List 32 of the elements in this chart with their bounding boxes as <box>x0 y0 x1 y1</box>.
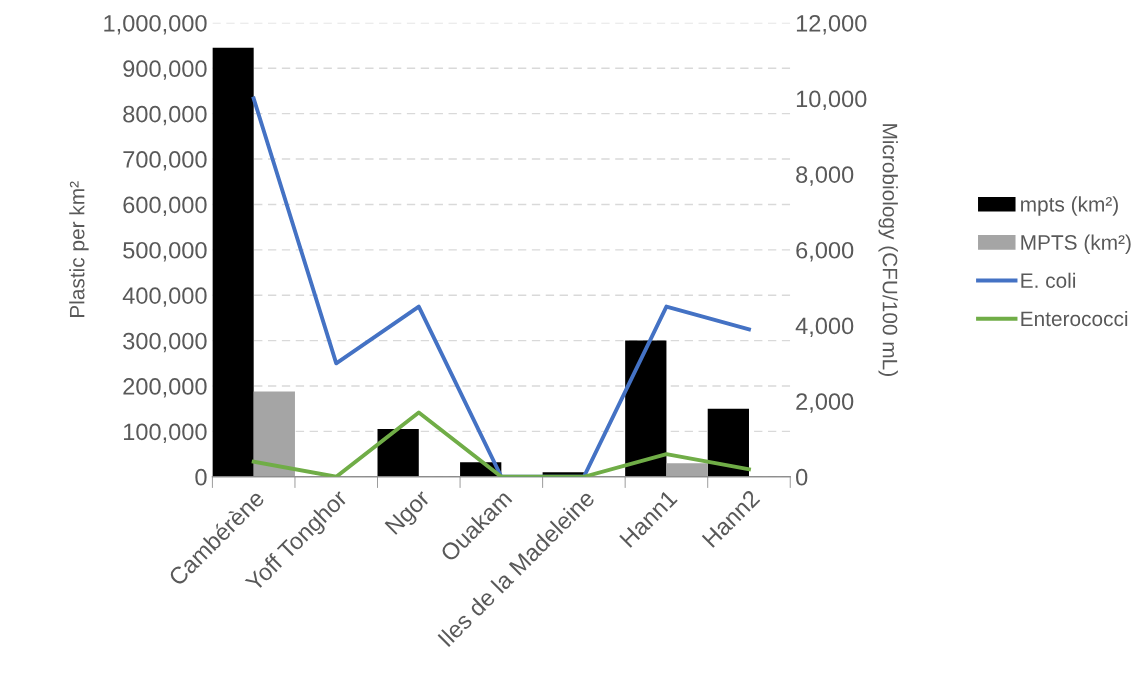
legend-label: MPTS (km²) <box>1021 234 1131 254</box>
y-tick-label: 200,000 <box>123 378 207 398</box>
y-tick-label: 600,000 <box>123 196 207 217</box>
y2-tick-label: 8,000 <box>796 166 854 186</box>
bar <box>625 340 667 477</box>
y-tick-label: 1,000,000 <box>104 14 207 35</box>
y2-tick-label: 4,000 <box>795 317 854 338</box>
y-tick-label: 900,000 <box>123 60 207 80</box>
legend-label: Enterococci <box>1021 310 1128 327</box>
y-tick-label: 800,000 <box>123 105 207 126</box>
line-series <box>251 96 751 477</box>
line-series <box>251 410 751 477</box>
y-tick-label: 300,000 <box>123 332 207 353</box>
y-tick-label: 0 <box>195 468 207 486</box>
y-tick-label: 700,000 <box>123 151 207 171</box>
y2-tick-label: 10,000 <box>796 90 867 111</box>
legend-label: mpts (km²) <box>1021 196 1118 216</box>
bar <box>212 47 254 477</box>
bar <box>666 463 708 477</box>
y2-tick-label: 2,000 <box>796 393 854 413</box>
y-tick-label: 100,000 <box>124 423 207 443</box>
y2-tick-label: 0 <box>796 468 808 486</box>
y2-axis-title: Microbiology (CFU/100 mL) <box>878 124 898 376</box>
y-tick-label: 500,000 <box>123 241 207 262</box>
bar <box>377 429 419 477</box>
y-axis-title: Plastic per km² <box>69 181 89 317</box>
y-tick-label: 400,000 <box>122 287 207 307</box>
bar <box>707 408 749 477</box>
bar <box>253 391 295 477</box>
y2-tick-label: 12,000 <box>796 14 867 35</box>
legend-label: E. coli <box>1021 272 1076 289</box>
y2-tick-label: 6,000 <box>796 241 854 262</box>
